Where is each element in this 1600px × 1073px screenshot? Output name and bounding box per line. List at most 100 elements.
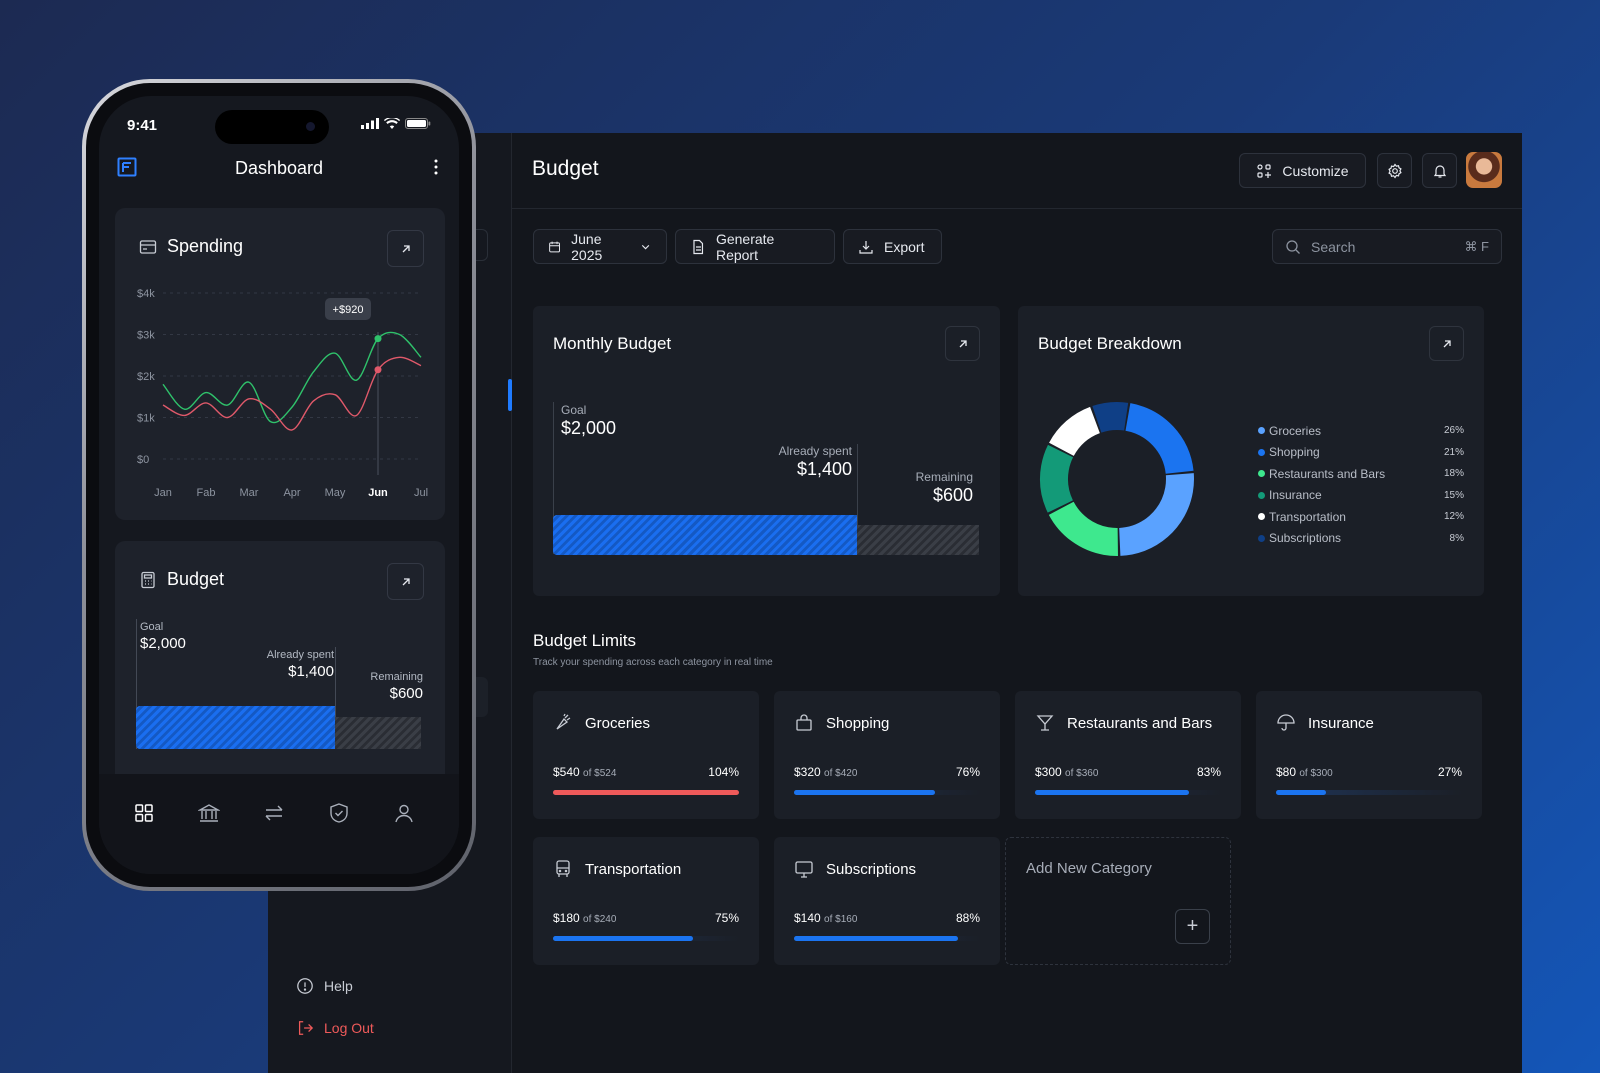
sidebar-collapse-button[interactable] (468, 229, 488, 261)
calculator-icon (141, 571, 155, 588)
tab-security[interactable] (328, 802, 350, 824)
add-category-button[interactable]: + (1175, 909, 1210, 944)
category-card-restaurants-and-bars[interactable]: Restaurants and Bars $300 of $360 83% (1015, 691, 1241, 819)
spending-card: Spending $4k $3k $2k $1k $0 Jan Fab Mar Apr May Ju… (115, 208, 445, 520)
calendar-icon (549, 241, 560, 252)
category-amount-row: $540 of $524 (553, 765, 616, 779)
bell-icon (1433, 164, 1446, 178)
spending-expand-button[interactable] (387, 230, 424, 267)
category-progress-fill (794, 790, 936, 795)
page-title: Budget (532, 157, 599, 180)
y-tick-label: $2k (137, 371, 155, 383)
budget-legend: Groceries 26% Shopping 21% Restaurants and B… (1258, 420, 1464, 549)
category-percent: 88% (955, 911, 980, 925)
category-card-subscriptions[interactable]: Subscriptions $140 of $160 88% (774, 837, 1000, 965)
series-line-1 (162, 356, 422, 431)
category-amount: $180 (553, 911, 580, 925)
month-select[interactable]: June 2025 (533, 229, 667, 264)
chevron-down-icon (641, 244, 650, 249)
x-tick-label: Mar (240, 487, 259, 499)
category-amount-row: $140 of $160 (794, 911, 857, 925)
category-progress-fill (553, 790, 739, 795)
shopping-bag-icon (796, 714, 812, 731)
spending-title-row: Spending (139, 236, 243, 257)
donut-slice-restaurants-and-bars (1040, 402, 1194, 556)
sidebar-logout-link[interactable]: Log Out (296, 1019, 374, 1037)
category-percent: 27% (1437, 765, 1462, 779)
phone-remaining-bar (335, 717, 421, 749)
spending-line-chart: $4k $3k $2k $1k $0 Jan Fab Mar Apr May Jun Jul +$920 (137, 288, 428, 499)
document-icon (693, 239, 704, 254)
help-icon (297, 978, 313, 994)
remaining-label: Remaining (915, 470, 973, 484)
budget-donut-chart (1040, 402, 1194, 556)
category-percent: 75% (714, 911, 739, 925)
category-progress-fill (1035, 790, 1190, 795)
customize-icon (1257, 163, 1272, 178)
remaining-value: $600 (932, 485, 973, 505)
customize-label: Customize (1282, 162, 1349, 179)
tab-bank[interactable] (197, 802, 221, 824)
add-category-card[interactable]: Add New Category + (1005, 837, 1231, 965)
cocktail-glass-icon (1036, 715, 1054, 731)
category-card-groceries[interactable]: Groceries $540 of $524 104% (533, 691, 759, 819)
search-input[interactable]: Search ⌘ F (1272, 229, 1502, 264)
legend-dot (1258, 491, 1265, 499)
arrow-up-right-icon (402, 577, 410, 585)
category-progress-track (794, 790, 980, 795)
x-tick-label: Jun (368, 487, 388, 499)
legend-item: Subscriptions 8% (1258, 528, 1464, 550)
monthly-budget-card: Monthly Budget Goal $2,000 Already spent… (533, 306, 1000, 596)
monthly-budget-title: Monthly Budget (553, 334, 672, 353)
category-amount-row: $320 of $420 (794, 765, 857, 779)
sidebar-active-indicator (508, 379, 512, 411)
app-logo-icon[interactable] (117, 157, 137, 177)
more-vertical-icon[interactable] (433, 158, 439, 176)
bank-icon (197, 804, 221, 822)
generate-report-button[interactable]: Generate Report (675, 229, 835, 264)
phone-spent-bar (136, 706, 335, 749)
phone-budget-expand-button[interactable] (387, 563, 424, 600)
category-card-transportation[interactable]: Transportation $180 of $240 75% (533, 837, 759, 965)
phone-budget-title-row: Budget (139, 569, 224, 590)
legend-dot (1258, 448, 1265, 456)
legend-label: Subscriptions (1269, 531, 1342, 546)
export-label: Export (884, 238, 925, 255)
category-name: Groceries (585, 714, 651, 732)
category-amount: $80 (1276, 765, 1297, 779)
notifications-button[interactable] (1422, 153, 1457, 188)
phone-budget-title: Budget (167, 569, 225, 589)
goal-value: $2,000 (561, 418, 617, 438)
avatar[interactable] (1466, 152, 1502, 188)
logout-label: Log Out (324, 1020, 374, 1036)
budget-breakdown-expand-button[interactable] (1429, 326, 1464, 361)
wifi-icon (384, 118, 400, 129)
tab-profile[interactable] (393, 802, 415, 824)
category-header: Transportation (553, 859, 681, 879)
category-header: Shopping (794, 713, 889, 733)
add-category-label: Add New Category (1026, 860, 1152, 877)
tab-transfers[interactable] (263, 802, 285, 824)
category-amount: $540 (553, 765, 580, 779)
phone-remaining-label: Remaining (370, 671, 423, 683)
legend-item: Groceries 26% (1258, 420, 1464, 442)
x-tick-label: Jan (154, 487, 172, 499)
category-card-shopping[interactable]: Shopping $320 of $420 76% (774, 691, 1000, 819)
legend-item: Shopping 21% (1258, 442, 1464, 464)
legend-item: Restaurants and Bars 18% (1258, 463, 1464, 485)
sidebar-help-link[interactable]: Help (296, 977, 353, 995)
settings-button[interactable] (1377, 153, 1412, 188)
phone-remaining-value: $600 (389, 685, 423, 702)
category-card-insurance[interactable]: Insurance $80 of $300 27% (1256, 691, 1482, 819)
tab-dashboard[interactable] (133, 802, 155, 824)
export-button[interactable]: Export (843, 229, 942, 264)
umbrella-icon (1277, 714, 1295, 731)
category-limit: of $240 (583, 914, 617, 925)
spent-value: $1,400 (796, 459, 852, 479)
series-point-0 (374, 335, 382, 343)
monthly-budget-expand-button[interactable] (945, 326, 980, 361)
gear-icon (1387, 162, 1402, 179)
customize-button[interactable]: Customize (1239, 153, 1366, 188)
budget-limits-title: Budget Limits (533, 631, 636, 650)
donut-slice-groceries (1040, 402, 1194, 556)
